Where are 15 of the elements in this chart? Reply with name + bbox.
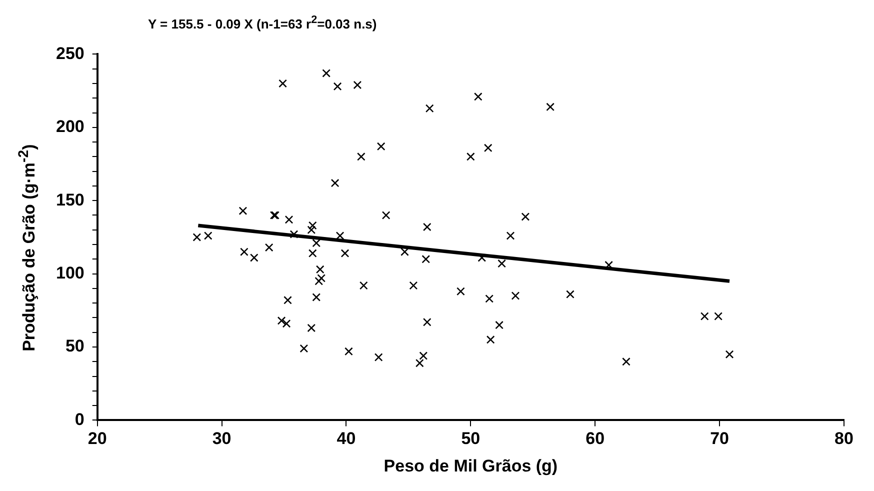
- y-tick-label: 100: [56, 263, 84, 282]
- y-tick-label: 50: [65, 336, 84, 356]
- x-tick-label: 80: [834, 429, 854, 448]
- y-tick-label: 250: [56, 44, 84, 63]
- y-tick-label: 200: [56, 117, 84, 136]
- y-tick-label: 0: [74, 410, 84, 429]
- x-tick-label: 50: [461, 429, 480, 448]
- x-tick-label: 20: [88, 429, 107, 448]
- x-axis-title: Peso de Mil Grãos (g): [384, 456, 558, 476]
- x-tick-label: 70: [710, 429, 730, 448]
- x-tick-label: 30: [212, 429, 232, 448]
- x-tick-label: 60: [586, 429, 605, 448]
- y-tick-label: 150: [56, 190, 84, 210]
- chart-title: Y = 155.5 - 0.09 X (n-1=63 r$^{2}$=0.03 n.s): [148, 14, 377, 32]
- x-tick-label: 40: [336, 429, 356, 448]
